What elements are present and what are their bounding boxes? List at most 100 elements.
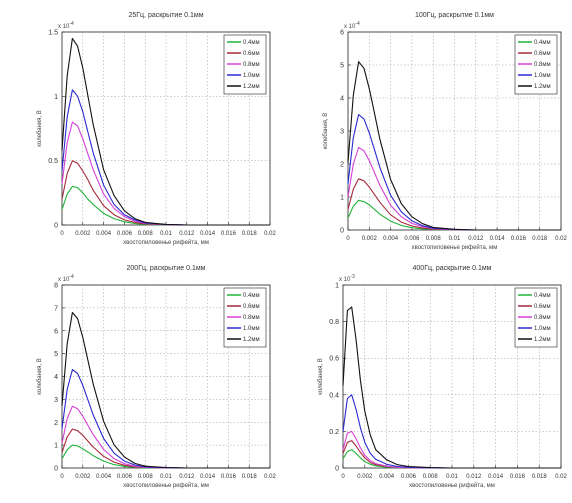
x-tick-label: 0.002 <box>357 474 373 480</box>
x-tick-label: 0.008 <box>423 474 439 480</box>
x-tick-label: 0.02 <box>264 231 276 237</box>
legend-label: 0.4мм <box>243 293 260 299</box>
x-tick-label: 0.004 <box>96 474 112 480</box>
x-axis-label: хвостопиловенье рифейта, мм <box>123 239 209 246</box>
legend-label: 0.6мм <box>243 304 260 310</box>
chart-title: 400Гц, раскрытие 0.1мм <box>413 265 492 272</box>
x-tick-label: 0.008 <box>138 231 154 237</box>
axis-multiplier-exponent: -4 <box>355 21 360 27</box>
y-tick-label: 3 <box>340 129 344 136</box>
y-tick-label: 6 <box>54 328 58 335</box>
legend: 0.4мм 0.6мм 0.8мм 1.0мм 1.2мм <box>514 287 558 348</box>
legend-label: 0.6мм <box>534 304 551 310</box>
x-axis-label: хвостопиловенье рифейта, мм <box>123 482 209 489</box>
axis-multiplier-exponent: -4 <box>69 21 74 27</box>
x-tick-label: 0.02 <box>555 474 567 480</box>
y-axis-label: колебания, В <box>318 358 324 395</box>
legend-label: 0.8мм <box>534 315 551 321</box>
x-tick-label: 0.012 <box>179 474 195 480</box>
y-tick-label: 1.5 <box>48 30 58 37</box>
legend: 0.4мм 0.6мм 0.8мм 1.0мм 1.2мм <box>223 287 267 348</box>
y-tick-label: 4 <box>54 374 58 381</box>
series-line-5 <box>347 61 561 231</box>
legend-label: 0.8мм <box>243 315 260 321</box>
legend-label: 1.0мм <box>243 73 260 79</box>
y-tick-label: 2 <box>54 420 58 427</box>
axis-multiplier: x 10-4 <box>344 21 360 30</box>
y-tick-label: 8 <box>54 283 58 290</box>
y-tick-label: 1 <box>335 283 339 290</box>
legend-label: 1.0мм <box>243 326 260 332</box>
legend-label: 1.2мм <box>534 337 551 343</box>
axis-multiplier-base: x 10 <box>339 277 351 283</box>
x-tick-label: 0.002 <box>362 236 378 242</box>
legend-box <box>223 34 267 95</box>
x-tick-label: 0.016 <box>221 231 237 237</box>
x-tick-label: 0.006 <box>117 474 133 480</box>
y-tick-label: 0.4 <box>329 392 339 399</box>
x-tick-label: 0.014 <box>200 474 216 480</box>
y-tick-label: 0.5 <box>48 158 58 165</box>
axis-multiplier-base: x 10 <box>344 24 356 30</box>
x-tick-label: 0.018 <box>532 236 548 242</box>
y-tick-label: 0 <box>340 228 344 235</box>
x-axis-label: хвостопиловенье рифейта, мм <box>412 244 498 251</box>
axis-multiplier: x 10-4 <box>58 21 74 30</box>
y-tick-label: 6 <box>340 30 344 37</box>
series-line-5 <box>61 311 270 469</box>
x-tick-label: 0.002 <box>75 231 91 237</box>
axis-multiplier-exponent: -3 <box>350 274 355 280</box>
x-tick-label: 0.012 <box>468 236 484 242</box>
legend-label: 0.8мм <box>534 62 551 68</box>
chart-panel-2: 0 0.002 0.004 0.006 0.008 0.01 0.012 0.014 0.016… <box>323 12 567 251</box>
x-tick-label: 0.002 <box>75 474 91 480</box>
chart-panel-4: 0 0.002 0.004 0.006 0.008 0.01 0.012 0.014 0.016… <box>318 265 567 489</box>
y-tick-label: 7 <box>54 305 58 312</box>
x-tick-label: 0.02 <box>264 474 276 480</box>
x-tick-label: 0.004 <box>379 474 395 480</box>
x-tick-label: 0.014 <box>200 231 216 237</box>
y-tick-label: 4 <box>340 96 344 103</box>
x-tick-label: 0.018 <box>532 474 548 480</box>
legend-label: 1.0мм <box>534 73 551 79</box>
chart-panel-3: 0 0.002 0.004 0.006 0.008 0.01 0.012 0.014 0.016… <box>37 265 276 489</box>
x-tick-label: 0.012 <box>179 231 195 237</box>
legend: 0.4мм 0.6мм 0.8мм 1.0мм 1.2мм <box>514 34 558 95</box>
x-tick-label: 0.004 <box>383 236 399 242</box>
chart-title: 100Гц, раскрытие 0.1мм <box>415 12 494 19</box>
y-axis-label: колебания, В <box>37 358 43 395</box>
x-tick-label: 0.014 <box>488 474 504 480</box>
y-tick-label: 0 <box>54 223 58 230</box>
y-tick-label: 3 <box>54 397 58 404</box>
x-tick-label: 0.018 <box>242 231 258 237</box>
legend-label: 1.2мм <box>243 337 260 343</box>
y-tick-label: 0 <box>335 466 339 473</box>
y-tick-label: 5 <box>340 63 344 70</box>
x-tick-label: 0.012 <box>466 474 482 480</box>
legend-label: 0.4мм <box>534 293 551 299</box>
y-tick-label: 1 <box>340 195 344 202</box>
x-tick-label: 0.006 <box>404 236 420 242</box>
series-line-5 <box>61 37 270 226</box>
x-tick-label: 0.02 <box>555 236 567 242</box>
x-tick-label: 0.008 <box>138 474 154 480</box>
x-tick-label: 0.016 <box>221 474 237 480</box>
x-tick-label: 0.016 <box>511 236 527 242</box>
series-line-5 <box>342 306 561 469</box>
legend-label: 0.6мм <box>534 51 551 57</box>
x-tick-label: 0.008 <box>426 236 442 242</box>
legend-label: 0.4мм <box>534 40 551 46</box>
y-tick-label: 0.2 <box>329 429 339 436</box>
y-tick-label: 0.8 <box>329 319 339 326</box>
x-tick-label: 0.014 <box>490 236 506 242</box>
x-tick-label: 0.01 <box>160 474 172 480</box>
y-tick-label: 2 <box>340 162 344 169</box>
y-tick-label: 0 <box>54 466 58 473</box>
y-axis-label: колебания, В <box>323 113 329 150</box>
legend-label: 0.8мм <box>243 62 260 68</box>
y-tick-label: 1 <box>54 94 58 101</box>
chart-title: 25Гц, раскрытие 0.1мм <box>128 12 203 19</box>
x-tick-label: 0 <box>346 236 350 242</box>
axis-multiplier-exponent: -4 <box>69 274 74 280</box>
